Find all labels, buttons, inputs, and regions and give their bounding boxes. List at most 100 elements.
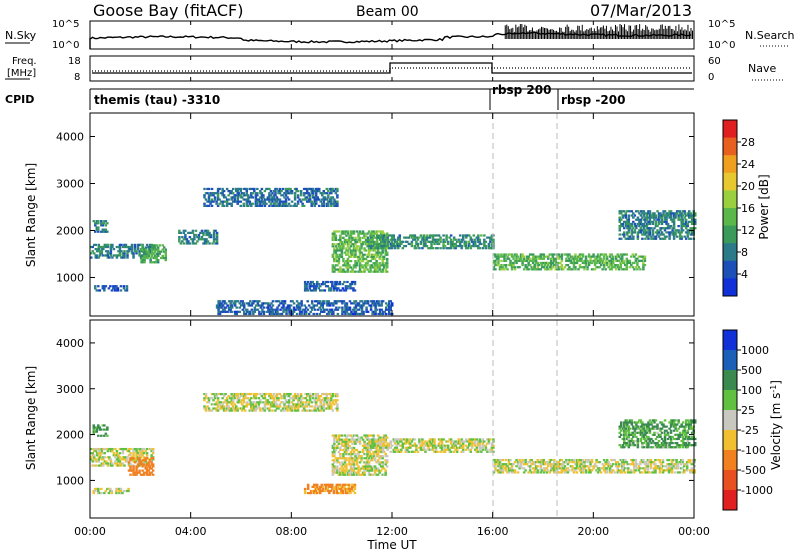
echo-cell <box>277 192 280 195</box>
echo-cell <box>346 487 349 491</box>
echo-cell <box>286 405 289 408</box>
echo-cell <box>286 401 289 404</box>
echo-cell <box>278 403 282 406</box>
echo-cell <box>204 192 208 195</box>
echo-cell <box>341 483 345 486</box>
echo-cell <box>318 405 321 408</box>
echo-cell <box>425 244 429 248</box>
echo-cell <box>669 218 673 221</box>
echo-cell <box>375 243 378 246</box>
echo-cell <box>374 304 377 307</box>
echo-cell <box>339 270 342 273</box>
echo-cell <box>494 268 497 271</box>
echo-cell <box>527 261 530 265</box>
velocity-echo-layer <box>90 392 697 495</box>
echo-cell <box>118 250 122 253</box>
echo-cell <box>336 189 339 193</box>
echo-cell <box>534 255 538 258</box>
echo-cell <box>337 287 340 290</box>
echo-cell <box>212 194 215 197</box>
echo-cell <box>372 304 376 307</box>
echo-cell <box>100 458 104 461</box>
echo-cell <box>292 306 296 309</box>
echo-cell <box>463 240 466 243</box>
echo-cell <box>313 204 316 207</box>
echo-cell <box>362 310 365 313</box>
echo-cell <box>305 287 308 290</box>
echo-cell <box>349 440 353 443</box>
echo-cell <box>145 463 149 466</box>
echo-cell <box>593 268 597 271</box>
echo-cell <box>331 285 334 288</box>
echo-cell <box>385 436 389 439</box>
echo-cell <box>103 228 106 231</box>
echo-cell <box>632 227 635 230</box>
echo-cell <box>343 270 347 273</box>
echo-cell <box>619 261 623 265</box>
echo-cell <box>278 187 282 191</box>
echo-cell <box>126 245 129 249</box>
echo-cell <box>341 489 345 493</box>
echo-cell <box>313 399 316 402</box>
echo-cell <box>368 442 371 445</box>
echo-cell <box>338 300 341 303</box>
echo-cell <box>238 310 241 313</box>
echo-cell <box>302 204 306 207</box>
echo-cell <box>308 409 312 412</box>
echo-cell <box>276 300 279 303</box>
echo-cell <box>303 489 307 493</box>
echo-cell <box>560 266 564 269</box>
echo-cell <box>222 405 226 408</box>
echo-cell <box>662 237 665 240</box>
echo-cell <box>271 204 274 207</box>
echo-cell <box>550 259 553 262</box>
echo-cell <box>367 230 371 233</box>
echo-cell <box>331 467 335 470</box>
echo-cell <box>360 259 363 263</box>
echo-cell <box>486 442 489 445</box>
echo-cell <box>530 266 533 269</box>
echo-cell <box>385 264 389 267</box>
echo-cell <box>533 463 536 466</box>
echo-cell <box>231 405 235 408</box>
echo-cell <box>156 246 160 249</box>
echo-cell <box>575 461 579 464</box>
echo-cell <box>424 450 427 453</box>
echo-cell <box>375 448 378 452</box>
echo-cell <box>415 236 418 239</box>
echo-cell <box>203 242 207 245</box>
echo-cell <box>218 403 221 406</box>
echo-cell <box>207 187 211 191</box>
echo-cell <box>326 308 329 311</box>
echo-cell <box>642 210 646 213</box>
echo-cell <box>486 450 489 453</box>
echo-cell <box>626 220 629 223</box>
echo-cell <box>316 395 319 398</box>
echo-cell <box>242 405 246 408</box>
echo-cell <box>334 280 337 284</box>
echo-cell <box>690 214 694 217</box>
echo-cell <box>480 234 483 237</box>
echo-cell <box>210 194 214 197</box>
echo-cell <box>572 263 576 267</box>
echo-cell <box>403 244 406 248</box>
echo-cell <box>374 312 377 316</box>
echo-cell <box>471 440 474 443</box>
echo-cell <box>101 230 105 233</box>
echo-cell <box>103 230 106 233</box>
cpid-mode-2: rbsp 200 <box>492 83 551 97</box>
echo-cell <box>256 401 259 404</box>
echo-cell <box>404 236 408 239</box>
echo-cell <box>206 187 209 191</box>
echo-cell <box>121 252 125 255</box>
echo-cell <box>140 259 143 262</box>
echo-cell <box>565 461 568 464</box>
echo-cell <box>565 469 568 472</box>
echo-cell <box>468 448 471 451</box>
echo-cell <box>230 399 233 402</box>
echo-cell <box>328 187 332 191</box>
echo-cell <box>266 401 270 404</box>
echo-cell <box>136 460 140 463</box>
echo-cell <box>94 487 97 491</box>
echo-cell <box>516 255 520 258</box>
